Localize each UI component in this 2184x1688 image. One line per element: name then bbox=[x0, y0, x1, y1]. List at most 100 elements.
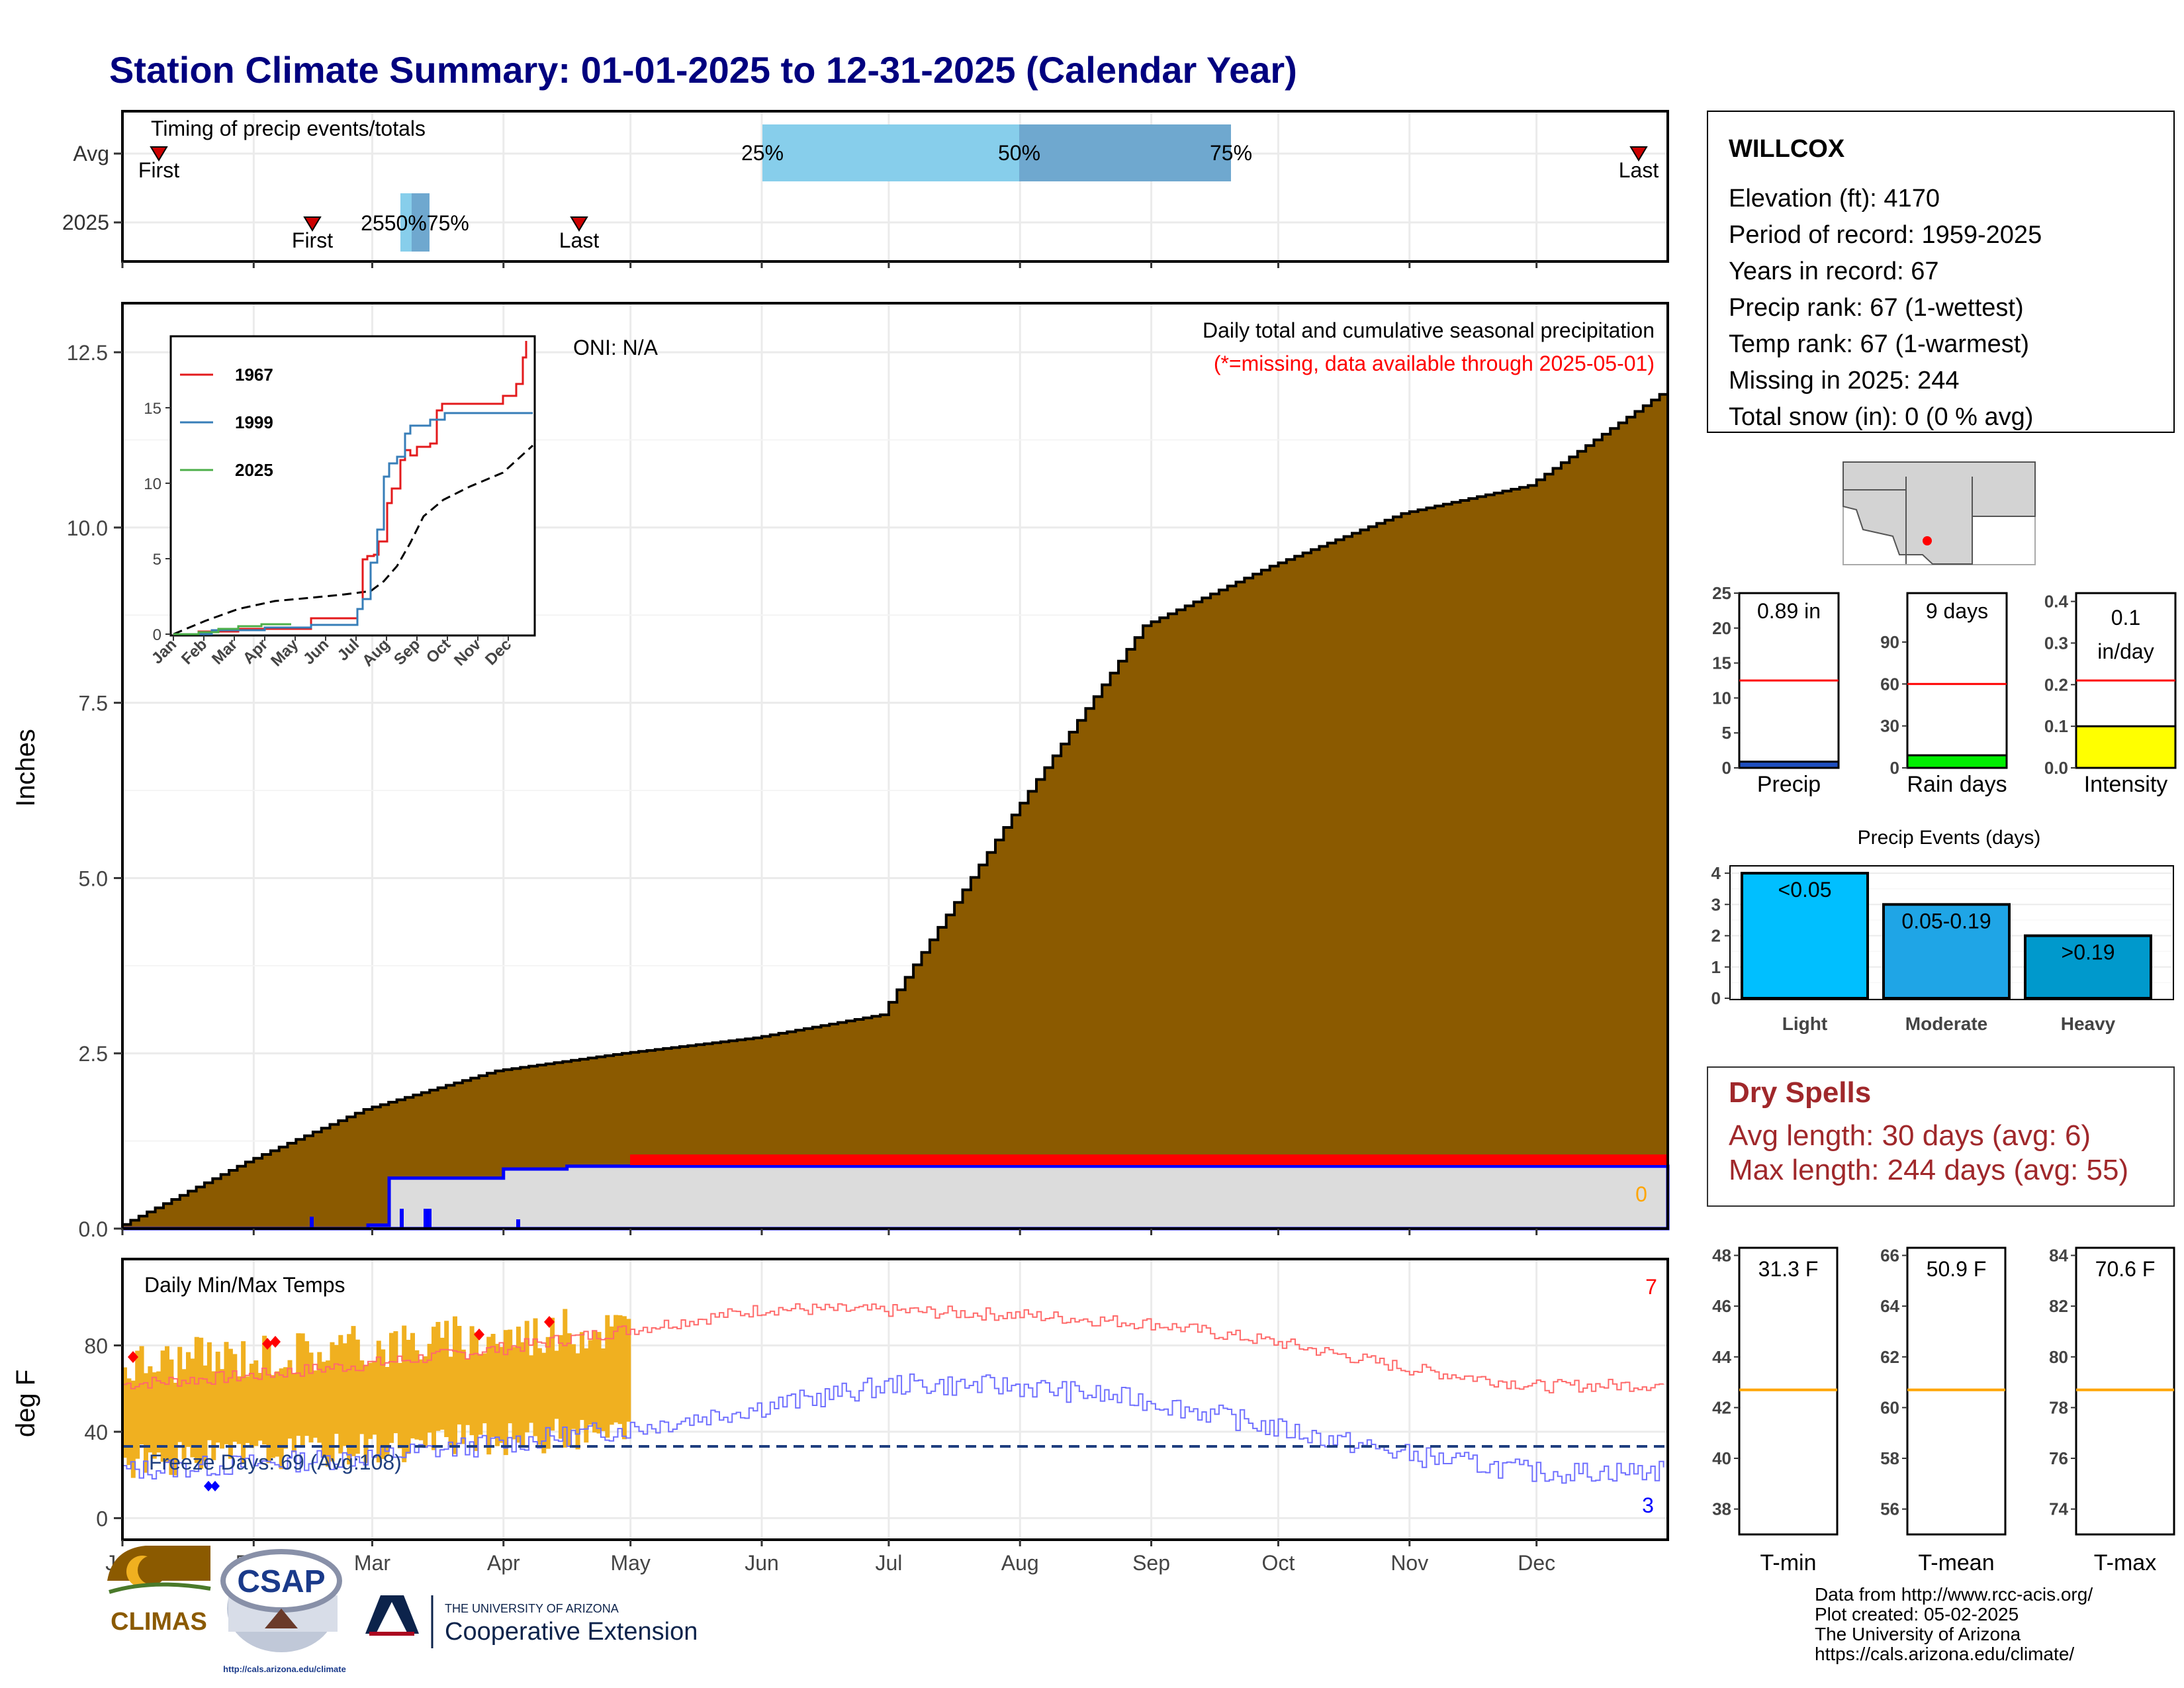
summary-bar-ytick-label: 15 bbox=[1712, 653, 1731, 673]
temp-summary-title: 70.6 F bbox=[2095, 1257, 2156, 1281]
daily-temp-range-bar bbox=[224, 1342, 229, 1444]
dry-spells-avg: Avg length: 30 days (avg: 6) bbox=[1729, 1119, 2091, 1152]
daily-temp-range-bar bbox=[478, 1354, 483, 1435]
daily-temp-range-bar bbox=[177, 1346, 183, 1442]
month-label: Oct bbox=[1262, 1551, 1295, 1575]
precip-ytick-label: 7.5 bbox=[79, 692, 108, 716]
oni-label: ONI: N/A bbox=[573, 336, 659, 359]
month-label: Jun bbox=[745, 1551, 779, 1575]
inset-line-1999 bbox=[173, 412, 533, 635]
daily-temp-range-bar bbox=[368, 1362, 373, 1439]
daily-temp-range-bar bbox=[262, 1335, 267, 1445]
csap-text: CSAP bbox=[237, 1564, 325, 1599]
ua-big-text: Cooperative Extension bbox=[445, 1618, 698, 1646]
current-quartiles: 2550%75% bbox=[361, 211, 469, 235]
current-first-label: First bbox=[292, 228, 333, 252]
credit-line-4: https://cals.arizona.edu/climate/ bbox=[1815, 1644, 2074, 1664]
temp-summary-ytick-label: 48 bbox=[1712, 1245, 1731, 1265]
daily-temp-range-bar bbox=[186, 1352, 191, 1447]
temp-summary-label: T-min bbox=[1760, 1550, 1817, 1575]
daily-temp-range-bar bbox=[253, 1360, 259, 1446]
avg-q25: 25% bbox=[741, 141, 784, 165]
daily-temp-range-bar bbox=[206, 1342, 212, 1440]
summary-bar-ytick-label: 0 bbox=[1722, 758, 1731, 778]
daily-temp-range-bar bbox=[156, 1371, 161, 1453]
daily-temp-range-bar bbox=[482, 1353, 487, 1424]
temp-summary-ytick-label: 82 bbox=[2049, 1296, 2068, 1316]
temp-summary-ytick-label: 46 bbox=[1712, 1296, 1731, 1316]
daily-temp-range-bar bbox=[291, 1373, 296, 1452]
daily-temp-range-bar bbox=[211, 1371, 216, 1460]
daily-temp-range-bar bbox=[126, 1378, 132, 1466]
month-label: Dec bbox=[1518, 1551, 1555, 1575]
legend-2025: 2025 bbox=[235, 460, 273, 480]
inset-ytick-label: 15 bbox=[144, 400, 161, 418]
temp-summary-title: 50.9 F bbox=[1927, 1257, 1987, 1281]
daily-temp-range-bar bbox=[266, 1342, 271, 1464]
daily-temp-range-bar bbox=[130, 1380, 136, 1478]
precip-ytick-label: 5.0 bbox=[79, 867, 108, 890]
daily-temp-range-bar bbox=[617, 1315, 623, 1425]
temp-summary-ytick-label: 66 bbox=[1880, 1245, 1899, 1265]
daily-temp-range-bar bbox=[152, 1372, 157, 1459]
missing-note: (*=missing, data available through 2025-… bbox=[1214, 352, 1655, 375]
station-snow: Total snow (in): 0 (0 % avg) bbox=[1729, 403, 2033, 431]
daily-temp-range-bar bbox=[296, 1333, 301, 1436]
station-precip-rank: Precip rank: 67 (1-wettest) bbox=[1729, 294, 2024, 322]
precip-ytick-label: 2.5 bbox=[79, 1042, 108, 1066]
daily-temp-range-bar bbox=[621, 1316, 627, 1440]
daily-temp-range-bar bbox=[275, 1371, 280, 1457]
temp-ylabel: deg F bbox=[11, 1370, 40, 1437]
temp-summary-ytick-label: 38 bbox=[1712, 1499, 1731, 1519]
daily-temp-range-bar bbox=[609, 1326, 614, 1425]
summary-bar-ytick-label: 30 bbox=[1880, 716, 1899, 736]
temp-summary-ytick-label: 78 bbox=[2049, 1397, 2068, 1417]
event-bar-text: <0.05 bbox=[1778, 878, 1832, 902]
summary-bar-value bbox=[2075, 725, 2177, 769]
temp-ytick-label: 0 bbox=[96, 1507, 108, 1530]
summary-bar-ytick-label: 90 bbox=[1880, 632, 1899, 652]
daily-temp-range-bar bbox=[194, 1336, 199, 1463]
daily-temp-range-bar bbox=[457, 1326, 462, 1425]
credit-line-2: Plot created: 05-02-2025 bbox=[1815, 1604, 2019, 1624]
daily-temp-range-bar bbox=[308, 1352, 314, 1443]
precip-events-chart: Precip Events (days) 0 1 2 3 4 <0.05 Light 0.05… bbox=[1711, 827, 2174, 1034]
summary-bar-label: Rain days bbox=[1907, 772, 2007, 797]
daily-temp-range-bar bbox=[554, 1350, 559, 1419]
temp-panel-label: Daily Min/Max Temps bbox=[144, 1273, 345, 1297]
daily-temp-range-bar bbox=[338, 1335, 343, 1454]
station-missing: Missing in 2025: 244 bbox=[1729, 367, 1960, 395]
summary-bar-ytick-label: 5 bbox=[1722, 723, 1731, 743]
daily-temp-range-bar bbox=[203, 1365, 208, 1462]
daily-temp-range-bar bbox=[347, 1334, 352, 1465]
event-bar-text: >0.19 bbox=[2062, 941, 2115, 964]
temp-ytick-label: 80 bbox=[84, 1334, 108, 1358]
daily-temp-range-bar bbox=[596, 1332, 602, 1434]
summary-bar-label: Intensity bbox=[2084, 772, 2168, 797]
daily-temp-range-bar bbox=[541, 1352, 547, 1454]
month-label: May bbox=[610, 1551, 650, 1575]
daily-temp-range-bar bbox=[444, 1321, 449, 1437]
daily-temp-range-bar bbox=[372, 1360, 377, 1435]
legend-1999: 1999 bbox=[235, 412, 273, 432]
climas-logo: CLIMAS bbox=[107, 1546, 211, 1636]
daily-temp-range-bar bbox=[516, 1327, 521, 1443]
avg-q75: 75% bbox=[1210, 141, 1252, 165]
current-last-label: Last bbox=[559, 228, 600, 252]
station-period: Period of record: 1959-2025 bbox=[1729, 221, 2042, 249]
credit-line-1: Data from http://www.rcc-acis.org/ bbox=[1815, 1584, 2093, 1605]
daily-temp-range-bar bbox=[135, 1350, 140, 1459]
daily-temp-range-bar bbox=[550, 1317, 555, 1431]
daily-temp-range-bar bbox=[448, 1356, 453, 1445]
summary-bar-title-2: in/day bbox=[2097, 639, 2154, 663]
daily-temp-range-bar bbox=[283, 1367, 289, 1449]
daily-temp-range-bar bbox=[571, 1344, 576, 1429]
daily-temp-range-bar bbox=[317, 1352, 322, 1443]
daily-temp-range-bar bbox=[474, 1332, 478, 1451]
events-ytick-label: 2 bbox=[1711, 926, 1721, 946]
page-title: Station Climate Summary: 01-01-2025 to 1… bbox=[109, 49, 1297, 91]
month-label: Nov bbox=[1390, 1551, 1428, 1575]
daily-temp-range-bar bbox=[245, 1376, 250, 1443]
row-label-avg: Avg bbox=[73, 142, 109, 165]
